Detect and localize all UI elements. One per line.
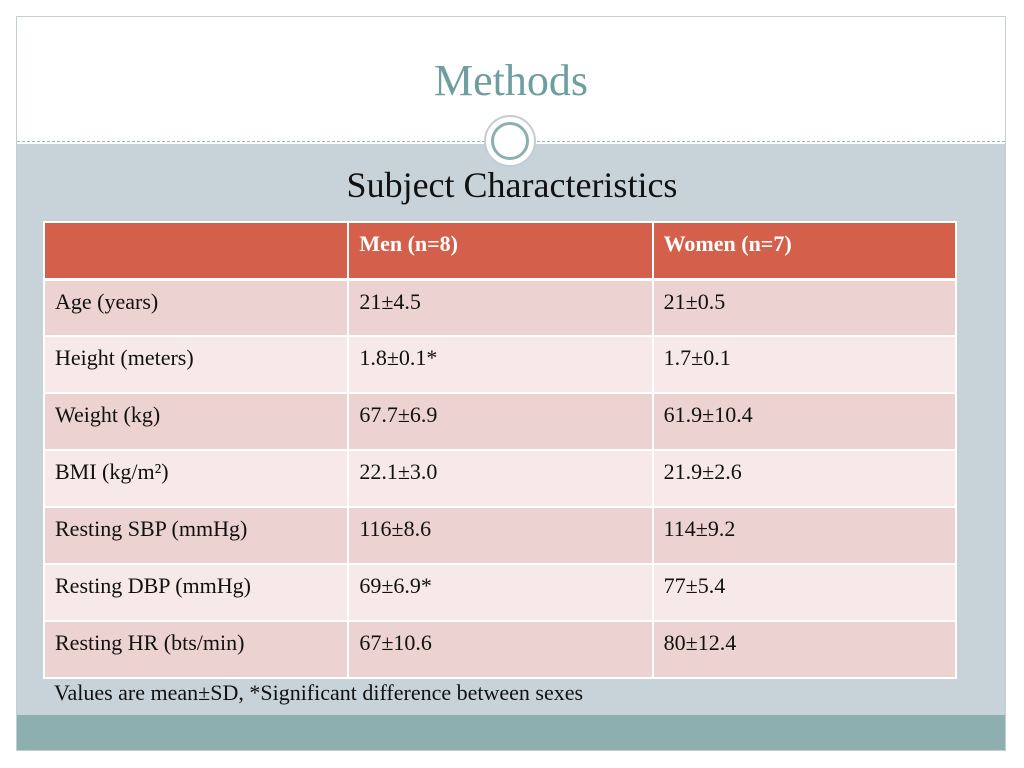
table-header-row: Men (n=8) Women (n=7) — [42, 221, 958, 281]
women-value: 114±9.2 — [651, 506, 958, 565]
row-label: Age (years) — [42, 278, 350, 337]
women-value: 21.9±2.6 — [651, 449, 958, 508]
men-value: 116±8.6 — [347, 506, 654, 565]
women-value: 61.9±10.4 — [651, 392, 958, 451]
row-label: Resting HR (bts/min) — [42, 620, 350, 679]
men-value: 21±4.5 — [347, 278, 654, 337]
men-value: 69±6.9* — [347, 563, 654, 622]
men-value: 22.1±3.0 — [347, 449, 654, 508]
ring-ornament-icon — [484, 115, 536, 167]
ring-ornament-inner — [491, 122, 529, 160]
men-value: 67.7±6.9 — [347, 392, 654, 451]
header-cell-blank — [42, 221, 350, 281]
women-value: 77±5.4 — [651, 563, 958, 622]
subject-characteristics-table: Men (n=8) Women (n=7) Age (years) 21±4.5… — [42, 221, 958, 679]
table-footnote: Values are mean±SD, *Significant differe… — [54, 680, 584, 705]
table-row: Height (meters) 1.8±0.1* 1.7±0.1 — [42, 335, 958, 394]
women-value: 1.7±0.1 — [651, 335, 958, 394]
women-value: 80±12.4 — [651, 620, 958, 679]
row-label: BMI (kg/m²) — [42, 449, 350, 508]
women-value: 21±0.5 — [651, 278, 958, 337]
table-row: Age (years) 21±4.5 21±0.5 — [42, 278, 958, 337]
table-row: Resting SBP (mmHg) 116±8.6 114±9.2 — [42, 506, 958, 565]
header-cell-men: Men (n=8) — [347, 221, 654, 281]
row-label: Weight (kg) — [42, 392, 350, 451]
row-label: Resting SBP (mmHg) — [42, 506, 350, 565]
row-label: Resting DBP (mmHg) — [42, 563, 350, 622]
slide-subtitle: Subject Characteristics — [346, 165, 678, 205]
table-row: Weight (kg) 67.7±6.9 61.9±10.4 — [42, 392, 958, 451]
table-row: Resting HR (bts/min) 67±10.6 80±12.4 — [42, 620, 958, 679]
row-label: Height (meters) — [42, 335, 350, 394]
slide-title: Methods — [434, 56, 588, 105]
men-value: 1.8±0.1* — [347, 335, 654, 394]
men-value: 67±10.6 — [347, 620, 654, 679]
table-row: Resting DBP (mmHg) 69±6.9* 77±5.4 — [42, 563, 958, 622]
table-row: BMI (kg/m²) 22.1±3.0 21.9±2.6 — [42, 449, 958, 508]
bottom-bar — [17, 715, 1005, 750]
header-cell-women: Women (n=7) — [651, 221, 958, 281]
